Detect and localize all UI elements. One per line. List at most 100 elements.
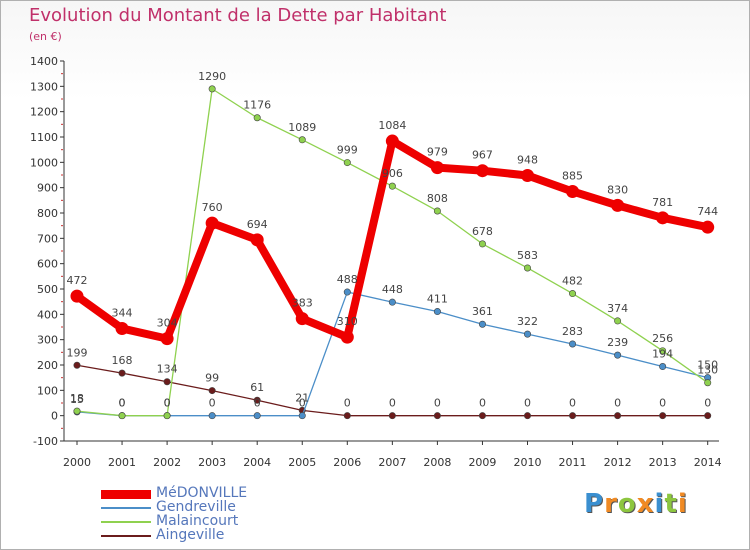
series-0-data-label: 885 xyxy=(562,169,583,182)
x-tick-label: 2006 xyxy=(333,456,361,469)
proxiti-logo: Proxiti xyxy=(584,489,688,519)
series-0-point xyxy=(205,216,219,230)
series-2-data-label: 374 xyxy=(607,302,628,315)
series-1-point xyxy=(569,340,577,348)
logo-letter: o xyxy=(617,489,637,519)
series-1-data-label: 0 xyxy=(254,397,261,410)
series-2-point xyxy=(659,347,667,355)
x-tick-label: 2013 xyxy=(649,456,677,469)
y-tick-label: 700 xyxy=(37,232,58,245)
series-3-point xyxy=(118,369,126,377)
series-1-point xyxy=(659,363,667,371)
series-0-data-label: 344 xyxy=(112,307,133,320)
series-2-point xyxy=(433,207,441,215)
legend-item: MéDONVILLE xyxy=(101,485,361,501)
y-tick-label: 1400 xyxy=(30,55,58,68)
chart-lines xyxy=(70,85,715,420)
series-2-point xyxy=(208,85,216,93)
series-0-data-label: 694 xyxy=(247,218,268,231)
series-2-data-label: 906 xyxy=(382,167,403,180)
series-0-data-label: 744 xyxy=(697,205,718,218)
x-tick-label: 2008 xyxy=(423,456,451,469)
series-3-point xyxy=(73,361,81,369)
series-0-point xyxy=(701,220,715,234)
series-3-point xyxy=(343,412,351,420)
series-1-data-label: 239 xyxy=(607,336,628,349)
y-tick-label: 0 xyxy=(51,410,58,423)
y-tick-label: 400 xyxy=(37,308,58,321)
series-1-data-label: 488 xyxy=(337,273,358,286)
series-2-point xyxy=(614,317,622,325)
series-2-data-label: 999 xyxy=(337,144,358,157)
series-0-data-label: 310 xyxy=(337,315,358,328)
x-tick-label: 2010 xyxy=(514,456,542,469)
series-1-data-label: 448 xyxy=(382,283,403,296)
series-1-point xyxy=(478,320,486,328)
series-2-point xyxy=(478,240,486,248)
series-2-data-label: 1089 xyxy=(288,121,316,134)
series-3-point xyxy=(523,412,531,420)
series-3-data-label: 99 xyxy=(205,372,219,385)
series-3-data-label: 0 xyxy=(344,397,351,410)
series-0-point xyxy=(656,211,670,225)
series-1-data-label: 283 xyxy=(562,325,583,338)
logo-letter: r xyxy=(604,489,618,519)
x-tick-label: 2004 xyxy=(243,456,271,469)
series-1-data-label: 411 xyxy=(427,293,448,306)
series-1-data-label: 15 xyxy=(70,393,84,406)
series-1-point xyxy=(343,288,351,296)
series-2-data-label: 808 xyxy=(427,192,448,205)
series-2-data-label: 1176 xyxy=(243,99,271,112)
legend-item: Gendreville xyxy=(101,499,361,515)
y-tick-label: 600 xyxy=(37,258,58,271)
x-tick-label: 2012 xyxy=(604,456,632,469)
y-tick-label: 200 xyxy=(37,359,58,372)
series-2-point xyxy=(253,114,261,122)
series-0-data-label: 967 xyxy=(472,149,493,162)
series-2-data-label: 256 xyxy=(652,332,673,345)
series-2-data-label: 1290 xyxy=(198,70,226,83)
chart-legend: MéDONVILLE Gendreville Malaincourt Aingevil… xyxy=(101,485,361,543)
series-1-data-label: 0 xyxy=(299,397,306,410)
series-2-point xyxy=(523,264,531,272)
series-3-point xyxy=(253,396,261,404)
series-1-data-label: 0 xyxy=(164,397,171,410)
series-3-data-label: 0 xyxy=(524,397,531,410)
logo-letter: t xyxy=(664,489,678,519)
series-1-data-label: 0 xyxy=(119,397,126,410)
series-1-point xyxy=(614,351,622,359)
series-3-data-label: 21 xyxy=(295,391,309,404)
series-3-point xyxy=(163,378,171,386)
series-2-data-label: 18 xyxy=(70,392,84,405)
series-3-point xyxy=(478,412,486,420)
logo-letter: P xyxy=(584,489,605,519)
series-0-point xyxy=(340,330,354,344)
series-3-data-label: 0 xyxy=(389,397,396,410)
series-3-data-label: 134 xyxy=(157,363,178,376)
series-3-point xyxy=(569,412,577,420)
logo-letter: i xyxy=(677,489,688,519)
series-0-data-label: 472 xyxy=(67,274,88,287)
series-0-point xyxy=(566,184,580,198)
series-2-point xyxy=(343,159,351,167)
series-2-data-label: 0 xyxy=(119,397,126,410)
series-2-data-label: 583 xyxy=(517,249,538,262)
y-tick-label: 800 xyxy=(37,207,58,220)
series-3-data-label: 0 xyxy=(614,397,621,410)
series-1-data-label: 194 xyxy=(652,348,673,361)
y-tick-label: 1300 xyxy=(30,80,58,93)
series-3-point xyxy=(659,412,667,420)
y-tick-label: -100 xyxy=(33,435,58,448)
series-0-point xyxy=(160,332,174,346)
series-2-point xyxy=(704,379,712,387)
logo-letter: i xyxy=(654,489,665,519)
series-3-data-label: 0 xyxy=(569,397,576,410)
series-1-point xyxy=(388,298,396,306)
x-tick-label: 2007 xyxy=(378,456,406,469)
series-2-point xyxy=(569,290,577,298)
series-0-point xyxy=(115,322,129,336)
series-1-point xyxy=(298,412,306,420)
series-3-point xyxy=(704,412,712,420)
series-0-point xyxy=(250,233,264,247)
